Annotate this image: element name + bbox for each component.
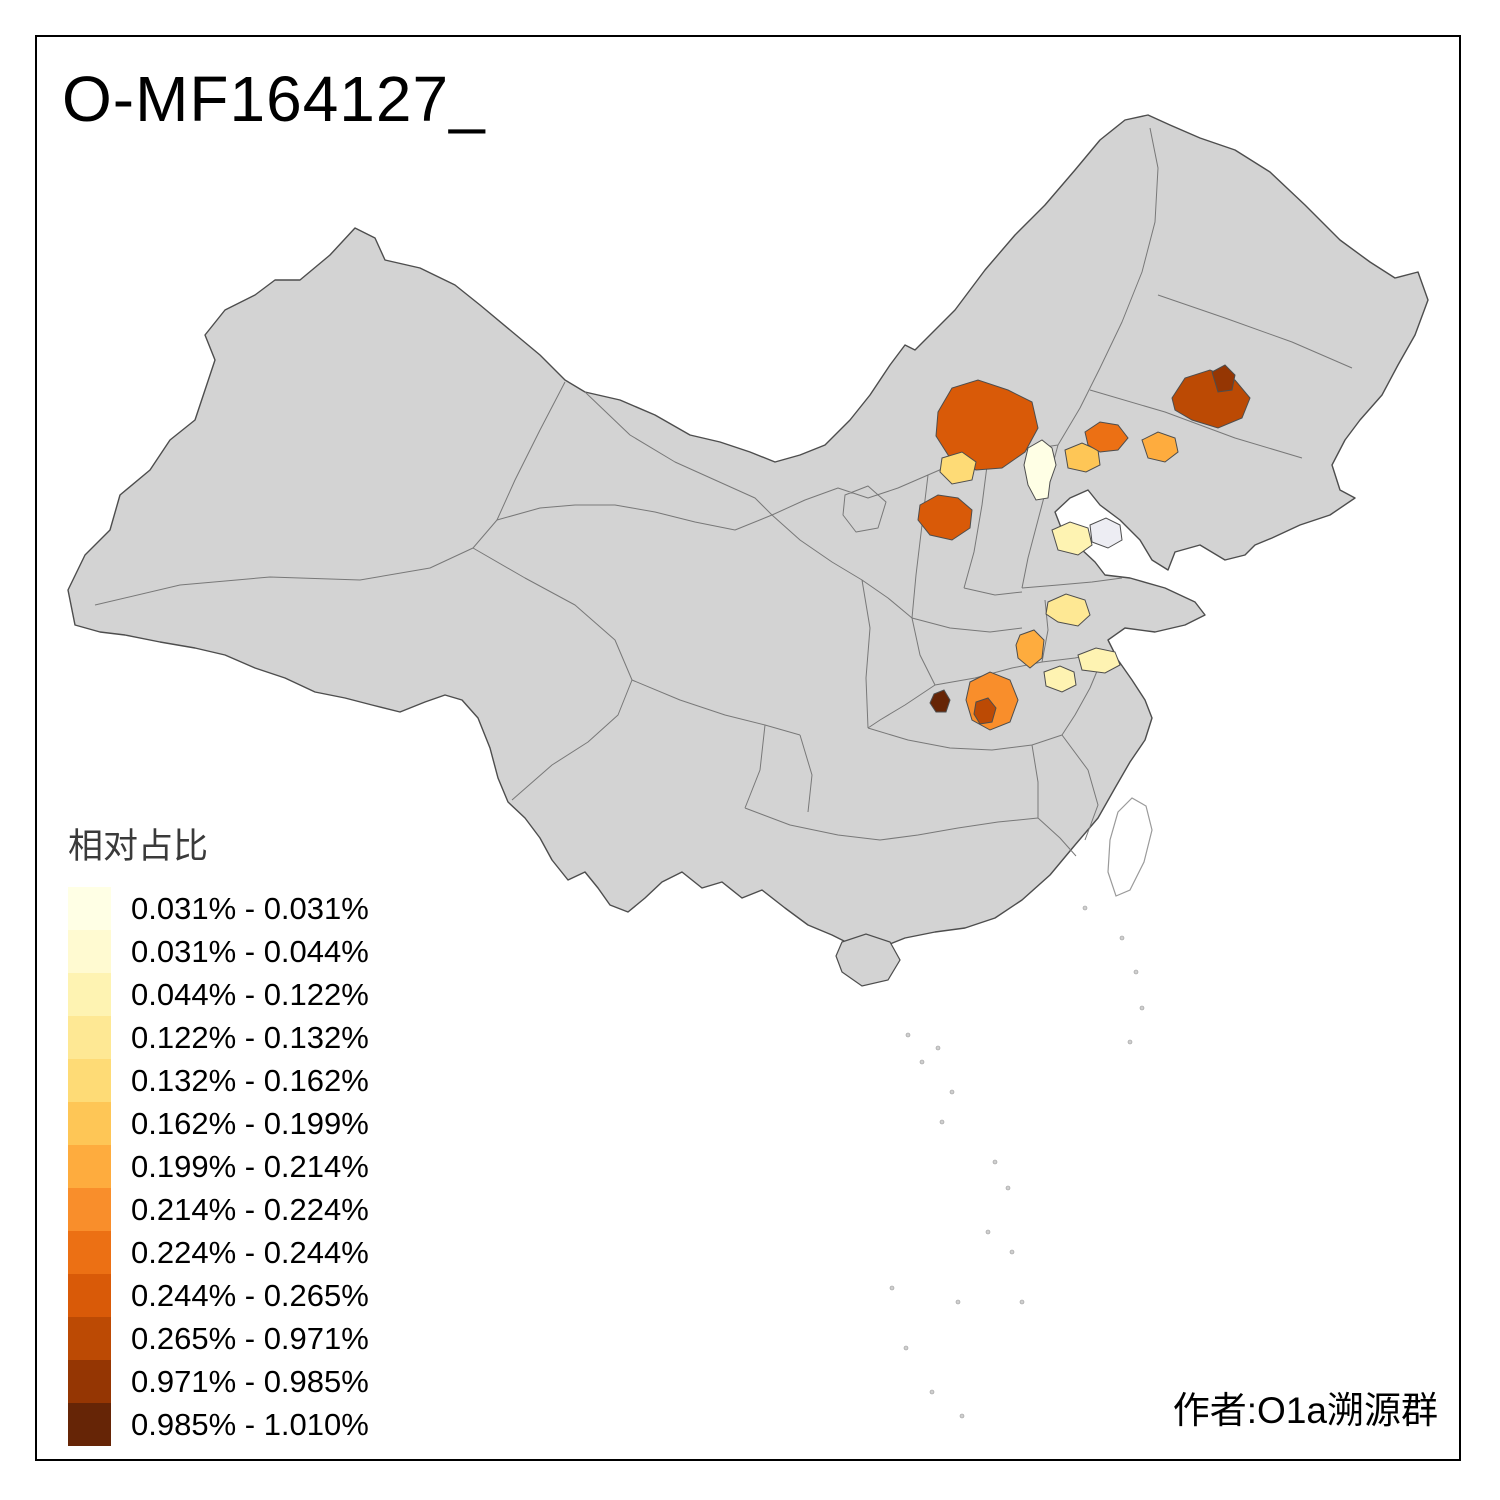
legend-label: 0.031% - 0.031% (131, 890, 369, 926)
legend-item: 0.265% - 0.971% (68, 1317, 369, 1360)
map-region (973, 697, 997, 725)
legend-item: 0.122% - 0.132% (68, 1016, 369, 1059)
legend-label: 0.971% - 0.985% (131, 1363, 369, 1399)
legend-swatch (68, 1360, 111, 1403)
map-region (1141, 431, 1179, 463)
legend: 相对占比 0.031% - 0.031% 0.031% - 0.044% 0.0… (68, 818, 369, 1446)
legend-item: 0.031% - 0.044% (68, 930, 369, 973)
legend-item: 0.132% - 0.162% (68, 1059, 369, 1102)
legend-swatch (68, 1145, 111, 1188)
map-region (939, 451, 977, 485)
legend-swatch (68, 1403, 111, 1446)
legend-item: 0.044% - 0.122% (68, 973, 369, 1016)
legend-label: 0.265% - 0.971% (131, 1320, 369, 1356)
legend-item: 0.224% - 0.244% (68, 1231, 369, 1274)
legend-label: 0.224% - 0.244% (131, 1234, 369, 1270)
legend-item: 0.244% - 0.265% (68, 1274, 369, 1317)
legend-label: 0.244% - 0.265% (131, 1277, 369, 1313)
map-region (1077, 647, 1121, 674)
legend-swatch (68, 1317, 111, 1360)
hainan-island (835, 933, 901, 987)
legend-label: 0.122% - 0.132% (131, 1019, 369, 1055)
legend-label: 0.162% - 0.199% (131, 1105, 369, 1141)
map-region (1211, 364, 1236, 393)
province-borders (94, 127, 1353, 857)
map-region (1023, 439, 1057, 501)
page-title: O-MF164127_ (62, 63, 486, 135)
legend-swatch (68, 1274, 111, 1317)
map-region (935, 379, 1039, 471)
choropleth-regions (917, 364, 1251, 731)
legend-label: 0.199% - 0.214% (131, 1148, 369, 1184)
legend-swatch (68, 1016, 111, 1059)
legend-swatch (68, 1231, 111, 1274)
legend-item: 0.199% - 0.214% (68, 1145, 369, 1188)
map-region (1064, 442, 1101, 473)
map-region (1089, 517, 1123, 549)
legend-swatch (68, 1102, 111, 1145)
legend-swatch (68, 887, 111, 930)
map-region (1043, 665, 1077, 693)
author-credit: 作者:O1a溯源群 (1172, 1390, 1438, 1431)
legend-item: 0.031% - 0.031% (68, 887, 369, 930)
legend-label: 0.132% - 0.162% (131, 1062, 369, 1098)
china-mainland (67, 114, 1429, 959)
legend-label: 0.985% - 1.010% (131, 1406, 369, 1442)
legend-swatch (68, 973, 111, 1016)
map-region (917, 494, 973, 541)
legend-swatch (68, 1059, 111, 1102)
map-region (1045, 593, 1091, 627)
legend-item: 0.985% - 1.010% (68, 1403, 369, 1446)
taiwan-island (1107, 797, 1153, 897)
legend-swatch (68, 1188, 111, 1231)
legend-label: 0.044% - 0.122% (131, 976, 369, 1012)
legend-item: 0.162% - 0.199% (68, 1102, 369, 1145)
legend-item: 0.971% - 0.985% (68, 1360, 369, 1403)
sea-islets (889, 905, 1145, 1419)
legend-item: 0.214% - 0.224% (68, 1188, 369, 1231)
legend-label: 0.214% - 0.224% (131, 1191, 369, 1227)
map-region (1084, 421, 1129, 453)
legend-label: 0.031% - 0.044% (131, 933, 369, 969)
map-region (1015, 629, 1045, 669)
legend-swatch (68, 930, 111, 973)
map-region (929, 689, 951, 713)
map-region (1051, 521, 1093, 556)
legend-title: 相对占比 (68, 827, 209, 866)
